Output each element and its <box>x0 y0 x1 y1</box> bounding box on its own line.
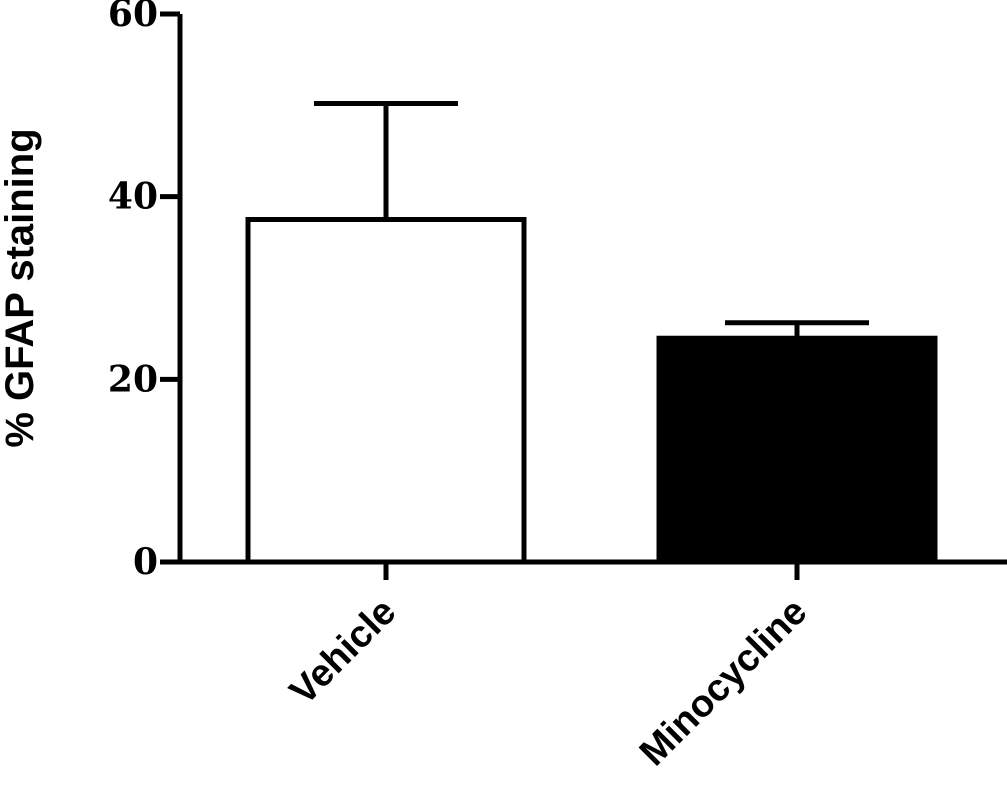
bars-layer <box>245 217 938 565</box>
y-tick-label: 20 <box>108 358 158 400</box>
error-bars-layer <box>314 101 869 339</box>
axes-layer <box>160 14 1007 565</box>
x-ticks-layer: Vehicle Minocycline <box>282 562 815 774</box>
x-category-label: Minocycline <box>632 591 815 774</box>
bar-vehicle <box>245 217 527 565</box>
y-tick-label: 60 <box>108 0 158 35</box>
x-category-label: Vehicle <box>282 591 404 713</box>
bar-minocycline <box>656 335 938 565</box>
y-axis-title-group: % GFAP staining <box>0 128 42 447</box>
y-tick-label: 0 <box>133 541 158 583</box>
y-tick-label: 40 <box>108 176 158 218</box>
y-ticks-layer: 0 20 40 60 <box>108 0 180 583</box>
y-axis-title: % GFAP staining <box>0 128 42 447</box>
